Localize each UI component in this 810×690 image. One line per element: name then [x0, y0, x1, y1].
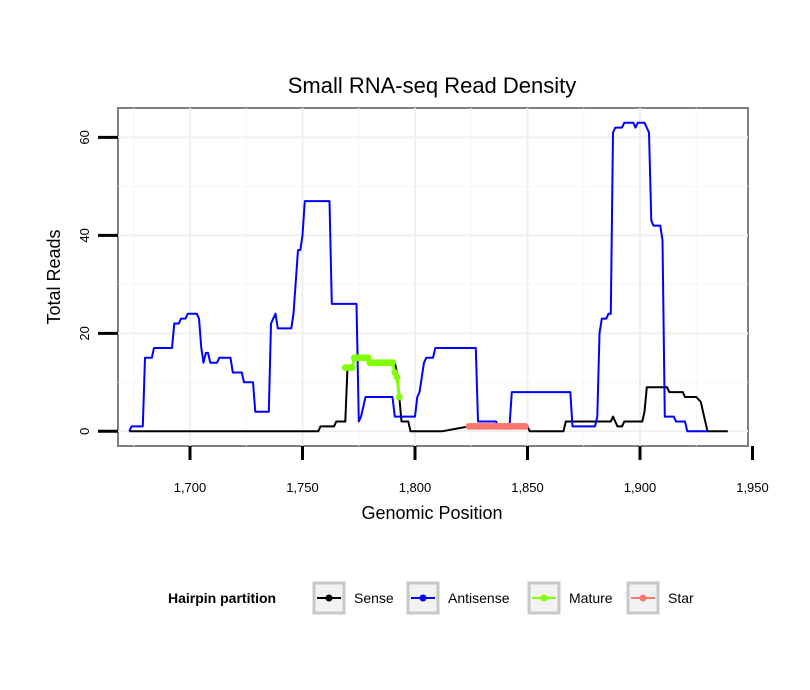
legend-label: Sense: [354, 590, 394, 606]
axes: 1,700 1,750 1,800 1,850 1,900 1,950 0 20 40 60: [77, 130, 769, 495]
plot-panel: [117, 107, 749, 447]
legend-label: Antisense: [448, 590, 510, 606]
legend-label: Star: [668, 590, 694, 606]
mature-point: [348, 364, 356, 371]
legend-item-star: Star: [626, 581, 694, 615]
x-axis-title: Genomic Position: [361, 503, 502, 523]
y-tick-label: 20: [77, 326, 92, 340]
legend-title: Hairpin partition: [168, 590, 276, 606]
legend-label: Mature: [569, 590, 613, 606]
y-axis-title: Total Reads: [44, 229, 64, 324]
chart-title: Small RNA-seq Read Density: [288, 73, 577, 98]
legend-key-point: [325, 594, 333, 602]
series-star: [465, 423, 529, 430]
legend-key-point: [419, 594, 427, 602]
series-antisense: [128, 121, 708, 433]
star-point: [521, 423, 529, 430]
legend: Hairpin partition Sense Antisense Mature Sta…: [168, 581, 694, 615]
mature-point: [395, 393, 403, 401]
y-tick-label: 0: [77, 428, 92, 435]
x-tick-label: 1,850: [511, 480, 544, 495]
legend-item-antisense: Antisense: [406, 581, 510, 615]
x-tick-label: 1,950: [736, 480, 769, 495]
y-tick-label: 60: [77, 130, 92, 144]
grid: [118, 108, 748, 446]
antisense-line: [128, 121, 708, 433]
y-tick-label: 40: [77, 228, 92, 242]
legend-key-point: [639, 594, 647, 602]
mature-point: [393, 374, 401, 381]
series-mature: [341, 354, 403, 401]
x-tick-label: 1,700: [174, 480, 207, 495]
series-layer: [128, 121, 728, 433]
legend-item-sense: Sense: [312, 581, 394, 615]
mature-point: [389, 359, 396, 367]
legend-item-mature: Mature: [527, 581, 613, 615]
legend-key-point: [540, 594, 548, 602]
x-tick-label: 1,750: [286, 480, 319, 495]
x-tick-label: 1,800: [399, 480, 432, 495]
x-tick-label: 1,900: [624, 480, 657, 495]
